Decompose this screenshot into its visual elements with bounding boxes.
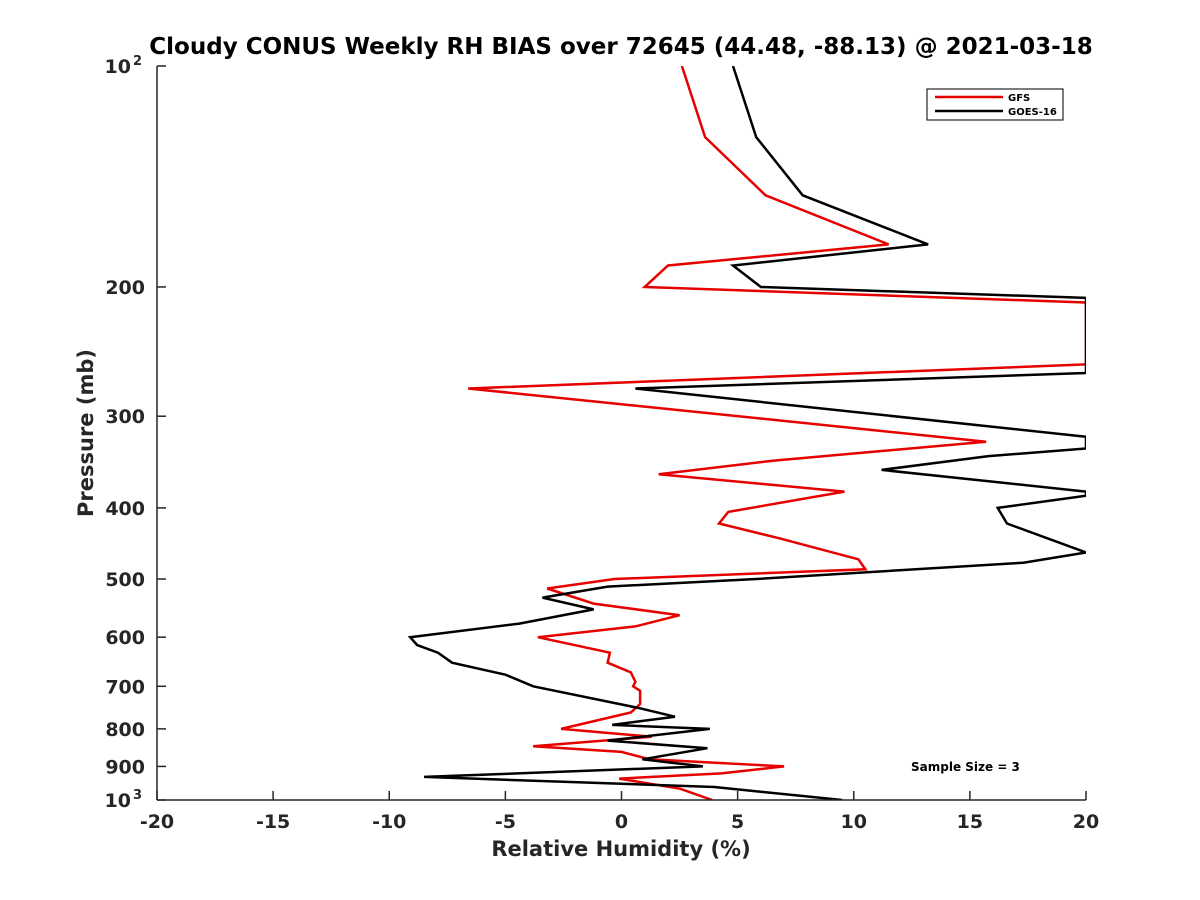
y-tick-exponent: 3	[133, 788, 142, 803]
x-tick-label: -15	[256, 811, 290, 833]
y-tick-label: 900	[105, 756, 145, 778]
y-tick-label: 600	[105, 627, 145, 649]
y-tick-label: 400	[105, 498, 145, 520]
y-tick-label: 300	[105, 406, 145, 428]
series-layer	[407, 66, 1086, 800]
y-tick-label: 800	[105, 719, 145, 741]
x-axis-ticks: -20 -15 -10 -5 0 5 10 15 20	[140, 791, 1099, 833]
legend: GFS GOES-16	[926, 88, 1064, 121]
x-tick-label: 20	[1073, 811, 1099, 833]
y-tick-label: 500	[105, 569, 145, 591]
plot-background	[157, 66, 1086, 800]
x-tick-label: -20	[140, 811, 174, 833]
x-tick-label: -10	[372, 811, 406, 833]
sample-size-annotation: Sample Size = 3	[911, 760, 1020, 774]
y-tick-exponent: 2	[133, 54, 142, 69]
x-tick-label: 15	[957, 811, 983, 833]
x-axis-label: Relative Humidity (%)	[491, 837, 750, 861]
series-line-goes16	[407, 66, 1086, 800]
y-axis-label: Pressure (mb)	[74, 349, 98, 517]
chart-title: Cloudy CONUS Weekly RH BIAS over 72645 (…	[149, 34, 1092, 60]
y-tick-label: 200	[105, 277, 145, 299]
x-tick-label: 10	[841, 811, 867, 833]
y-tick-label: 700	[105, 676, 145, 698]
legend-box	[926, 88, 1064, 121]
x-tick-label: -5	[495, 811, 516, 833]
x-tick-label: 0	[615, 811, 628, 833]
legend-label-gfs: GFS	[1008, 93, 1030, 104]
series-line-gfs	[468, 66, 1086, 800]
plot-area: -20 -15 -10 -5 0 5 10 15 20 10 220030040050060070…	[105, 54, 1100, 833]
legend-label-goes16: GOES-16	[1008, 107, 1057, 118]
x-tick-label: 5	[731, 811, 744, 833]
y-tick-label: 10	[105, 790, 131, 812]
y-tick-label: 10	[105, 56, 131, 78]
